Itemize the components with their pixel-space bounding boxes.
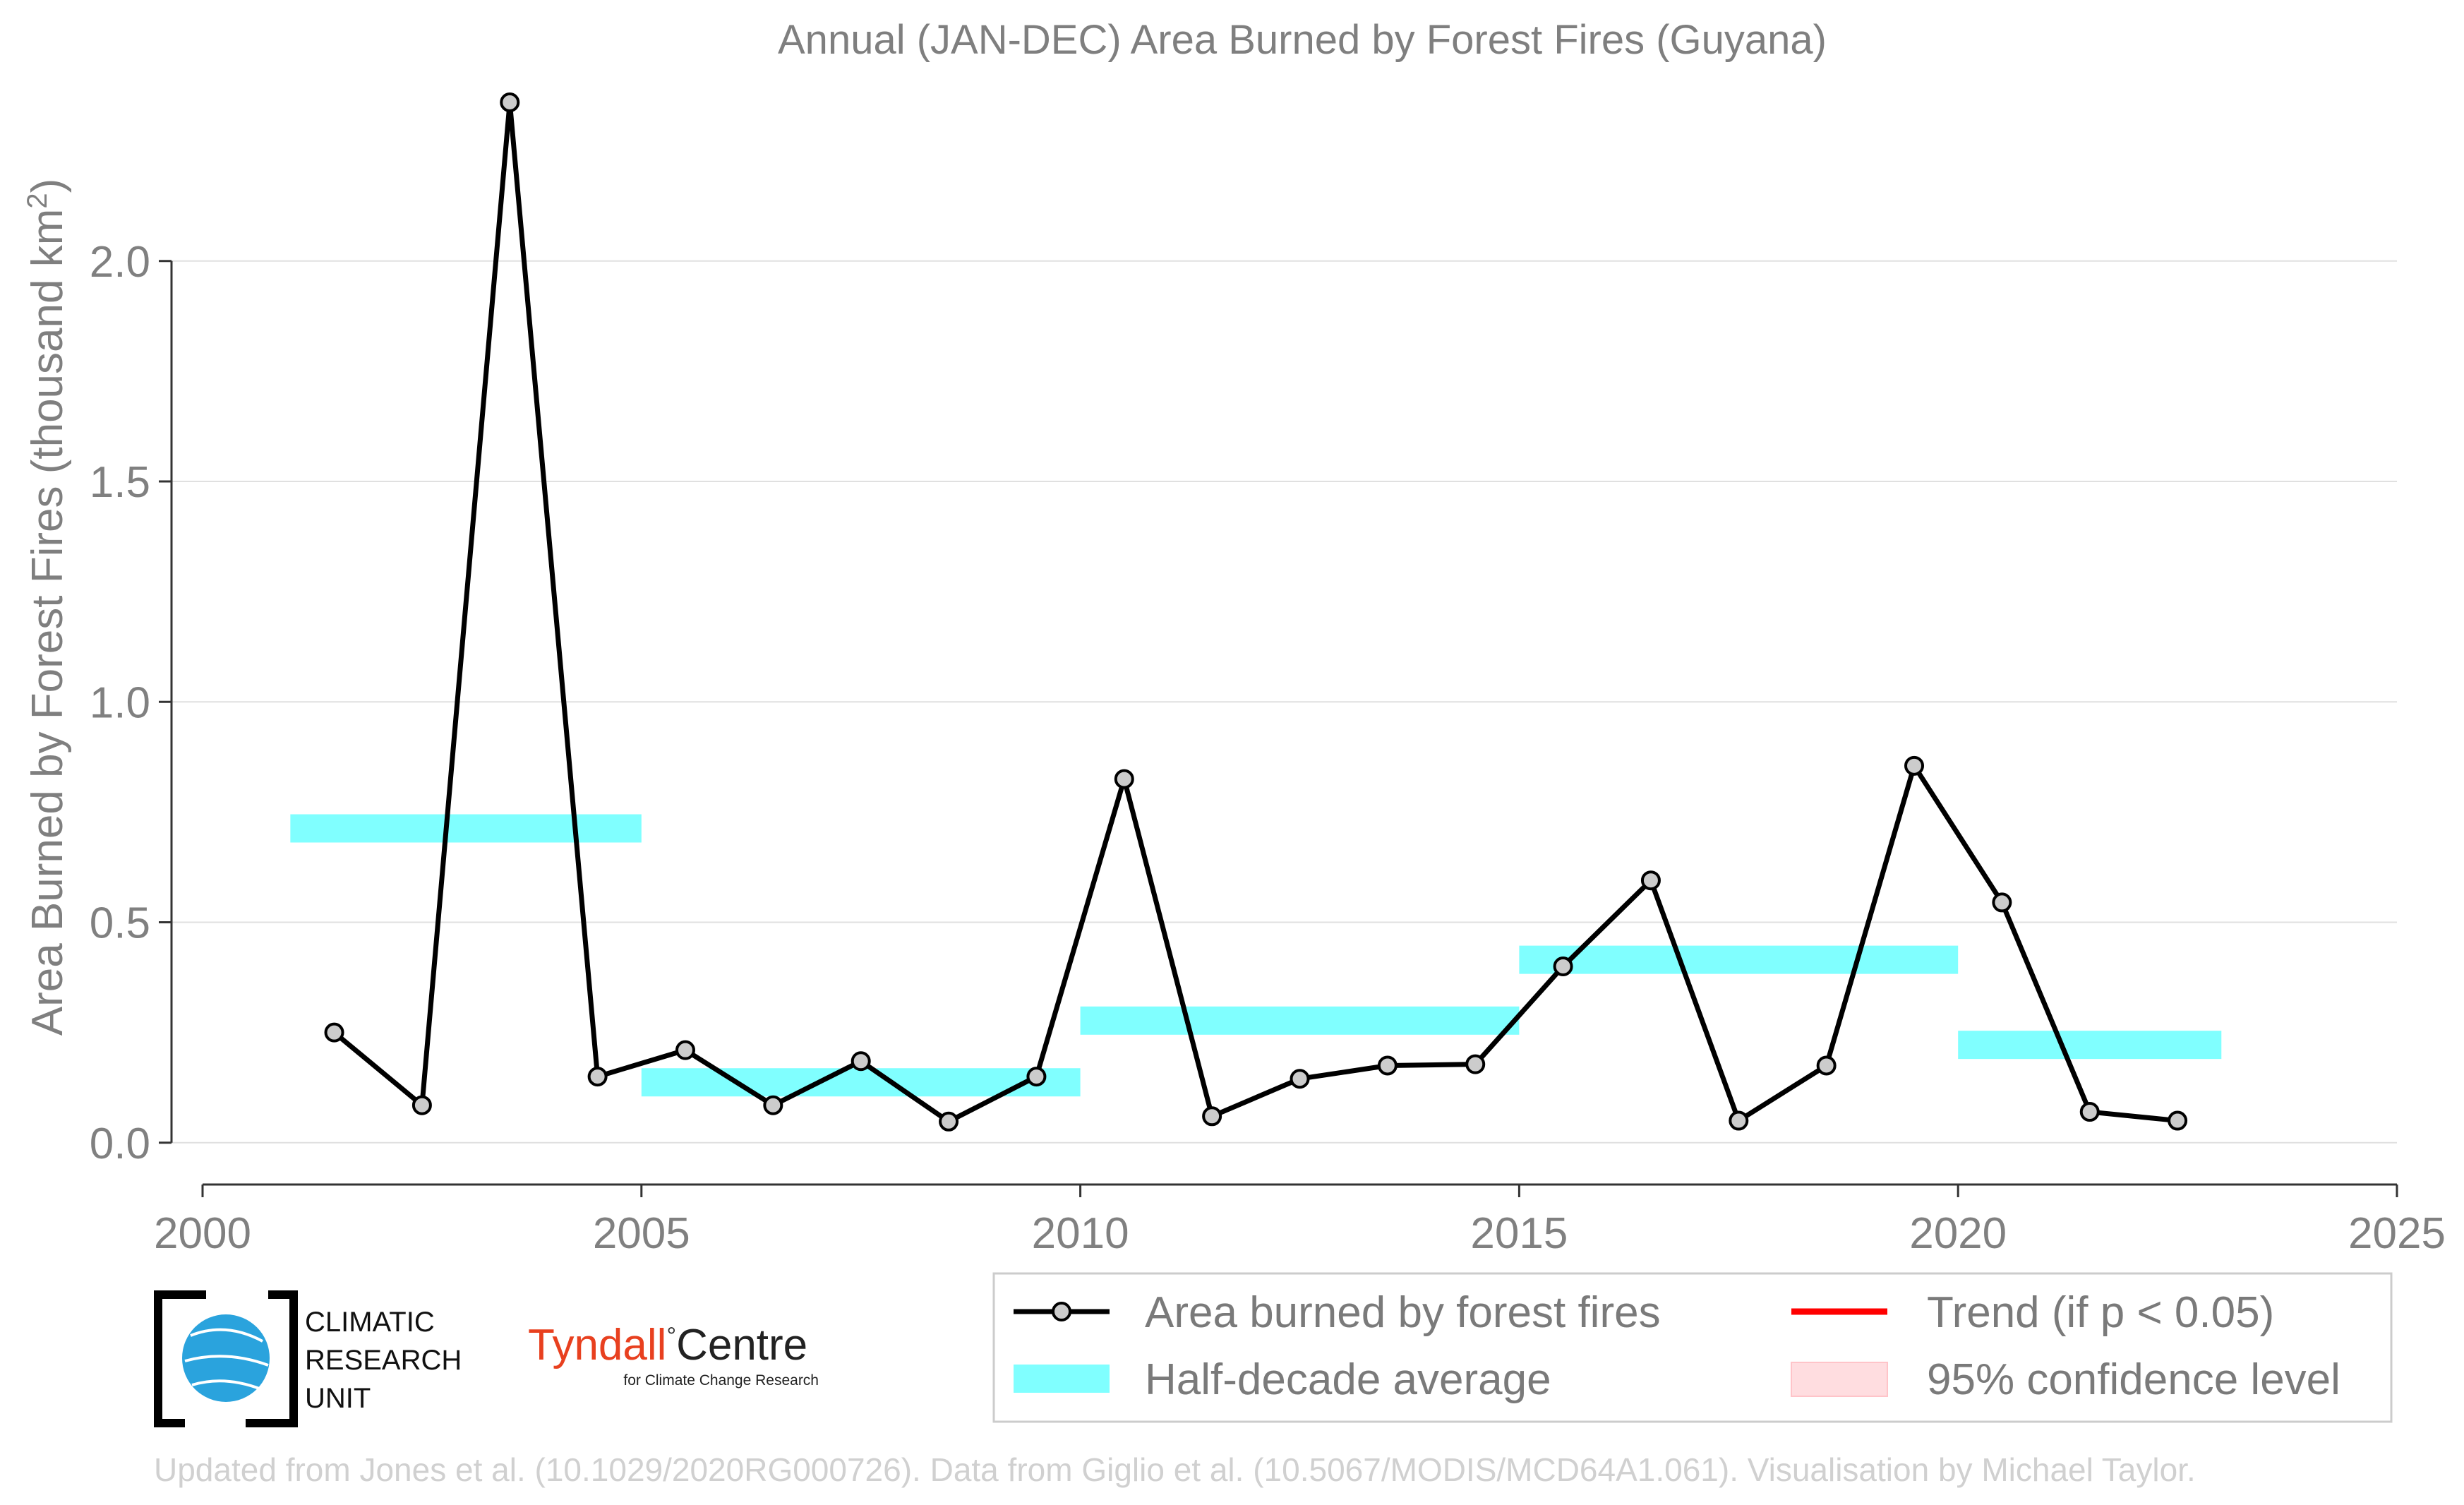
data-point <box>1026 1067 1047 1087</box>
y-tick-label: 2.0 <box>90 238 150 287</box>
x-tick-label: 2000 <box>154 1209 251 1258</box>
half-decade-bar <box>1958 1031 2222 1060</box>
series-line <box>332 100 2178 1125</box>
data-point <box>500 92 520 112</box>
data-point <box>1640 870 1661 891</box>
half-decade-bar <box>1519 945 1959 974</box>
data-point <box>324 1022 344 1043</box>
legend: Area burned by forest fires Half-decade … <box>992 1272 2393 1423</box>
data-point <box>1202 1106 1222 1127</box>
y-tick-label: 1.5 <box>90 458 150 507</box>
legend-series-marker <box>1052 1302 1071 1321</box>
cru-logo-bracket-right <box>246 1290 298 1427</box>
legend-half-decade-swatch <box>1014 1365 1110 1393</box>
data-point <box>411 1095 432 1115</box>
cru-logo-globe <box>182 1314 270 1402</box>
x-tick-label: 2010 <box>1032 1209 1129 1258</box>
cru-logo-text-2: RESEARCH <box>305 1345 462 1376</box>
data-point <box>939 1111 959 1132</box>
legend-frame <box>992 1272 2393 1423</box>
y-axis-label-close: ) <box>23 179 72 193</box>
half-decade-bars <box>290 814 2222 1097</box>
tick-labels: 0.0 0.5 1.0 1.5 2.0 2000 2005 2010 2015 2020 2025 <box>90 238 2446 1258</box>
data-point <box>675 1040 695 1060</box>
half-decade-bar <box>641 1068 1081 1097</box>
y-axis-label: Area Burned by Forest Fires (thousand km… <box>22 179 72 1036</box>
tyndall-logo-word-2: Centre <box>676 1321 807 1369</box>
data-point <box>763 1095 783 1115</box>
legend-confidence-swatch <box>1791 1362 1888 1397</box>
y-tick-label: 0.0 <box>90 1120 150 1168</box>
data-point <box>1904 755 1925 776</box>
tyndall-logo-degree: ° <box>666 1323 676 1350</box>
axes <box>159 260 2398 1197</box>
tyndall-logo: Tyndall°Centre for Climate Change Resear… <box>528 1321 819 1389</box>
data-point <box>2168 1110 2188 1131</box>
data-point <box>1114 769 1134 789</box>
data-point <box>587 1067 608 1087</box>
footer-credit: Updated from Jones et al. (10.1029/2020R… <box>154 1451 2196 1488</box>
cru-logo-text-3: UNIT <box>305 1383 371 1414</box>
data-point <box>1992 892 2012 913</box>
tyndall-logo-subtitle: for Climate Change Research <box>623 1372 819 1389</box>
y-tick-label: 0.5 <box>90 899 150 948</box>
half-decade-bar <box>290 814 642 843</box>
tyndall-logo-text: Tyndall°Centre <box>528 1321 807 1369</box>
data-point <box>2079 1102 2100 1122</box>
legend-series-label: Area burned by forest fires <box>1145 1288 1661 1337</box>
y-axis-label-text: Area Burned by Forest Fires (thousand km <box>23 209 72 1036</box>
cru-logo: CLIMATIC RESEARCH UNIT <box>154 1290 462 1427</box>
data-point <box>1553 956 1573 976</box>
cru-logo-bracket-left <box>154 1290 206 1427</box>
data-point <box>1377 1055 1398 1076</box>
y-axis-label-superscript: 2 <box>22 193 53 208</box>
data-point <box>1729 1110 1749 1131</box>
legend-half-decade-label: Half-decade average <box>1145 1355 1551 1404</box>
half-decade-bar <box>1080 1006 1520 1035</box>
x-tick-label: 2020 <box>1909 1209 2007 1258</box>
data-point <box>1465 1054 1486 1074</box>
y-tick-label: 1.0 <box>90 678 150 727</box>
data-point <box>851 1051 871 1072</box>
data-point <box>1816 1055 1837 1076</box>
x-tick-label: 2015 <box>1470 1209 1568 1258</box>
x-tick-label: 2005 <box>593 1209 690 1258</box>
legend-trend-label: Trend (if p < 0.05) <box>1927 1288 2274 1337</box>
x-tick-label: 2025 <box>2348 1209 2446 1258</box>
data-point <box>1290 1069 1310 1089</box>
cru-logo-text-1: CLIMATIC <box>305 1307 435 1338</box>
series-area-burned <box>324 92 2188 1132</box>
chart-title: Annual (JAN-DEC) Area Burned by Forest F… <box>778 17 1827 63</box>
legend-confidence-label: 95% confidence level <box>1927 1355 2340 1404</box>
cru-logo-globe-lines <box>184 1328 269 1391</box>
tyndall-logo-word-1: Tyndall <box>528 1321 666 1369</box>
